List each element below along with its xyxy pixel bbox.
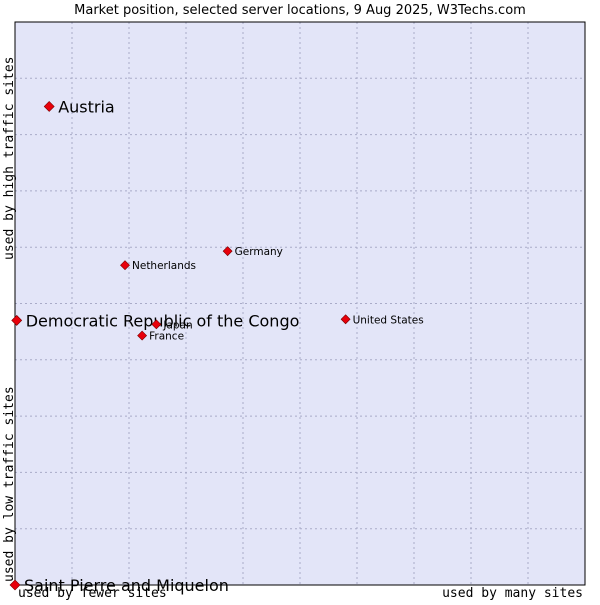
data-point-netherlands	[120, 260, 130, 271]
data-point-austria	[43, 101, 55, 112]
data-point-united-states	[340, 314, 351, 325]
data-point-democratic-republic-of-the-congo	[11, 314, 23, 326]
data-point-france	[137, 330, 148, 341]
plot-border	[14, 21, 586, 586]
data-label-democratic-republic-of-the-congo: Democratic Republic of the Congo	[26, 311, 300, 330]
data-label-germany: Germany	[235, 246, 283, 258]
y-axis-label-top: used by high traffic sites	[2, 57, 17, 261]
data-point-germany	[222, 246, 233, 257]
data-label-austria: Austria	[58, 97, 115, 116]
x-axis-label-left: used by fewer sites	[18, 586, 167, 600]
y-axis-label-bottom: used by low traffic sites	[2, 386, 17, 582]
data-label-saint-pierre-and-miquelon: Saint Pierre and Miquelon	[24, 576, 229, 595]
chart-title: Market position, selected server locatio…	[74, 3, 526, 18]
data-label-united-states: United States	[353, 314, 424, 326]
x-axis-label-right: used by many sites	[442, 586, 583, 600]
data-point-japan	[151, 319, 162, 330]
data-points: Austria Democratic Republic of the Congo S…	[9, 97, 424, 595]
data-label-netherlands: Netherlands	[132, 260, 196, 272]
data-label-france: France	[149, 331, 184, 343]
grid-lines	[15, 22, 585, 585]
data-label-japan: Japan	[162, 319, 192, 331]
data-point-saint-pierre-and-miquelon	[9, 579, 21, 591]
